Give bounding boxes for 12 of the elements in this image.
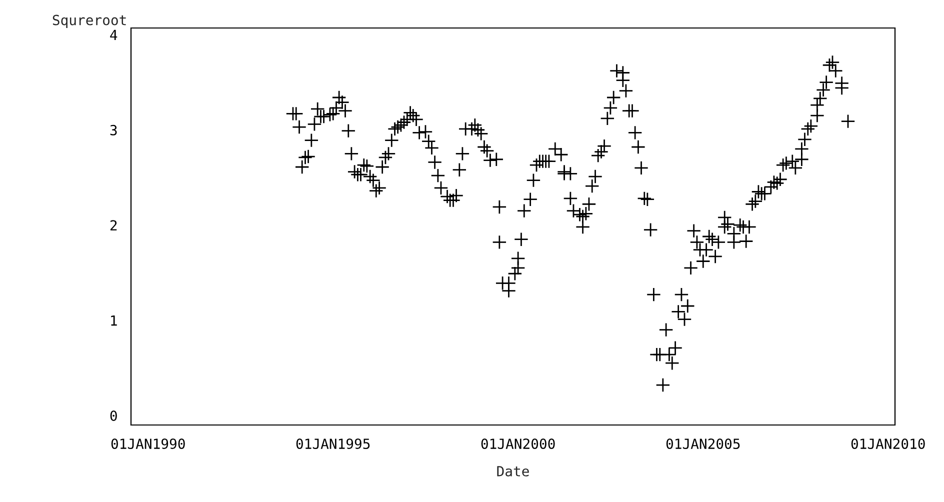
x-tick-label: 01JAN2010 [851,438,925,450]
x-tick-label: 01JAN2000 [481,438,555,450]
y-tick-label: 2 [110,220,117,230]
x-axis-title: Date [497,466,529,476]
y-tick-label: 4 [110,30,118,40]
x-tick-label: 01JAN1990 [111,438,185,450]
x-tick-label: 01JAN1995 [296,438,370,450]
y-tick-label: 0 [110,410,117,421]
y-axis-title: Squreroot [52,14,126,28]
y-tick-label: 3 [110,124,117,136]
x-tick-label: 01JAN2005 [666,438,740,450]
y-tick-label: 1 [111,315,117,326]
